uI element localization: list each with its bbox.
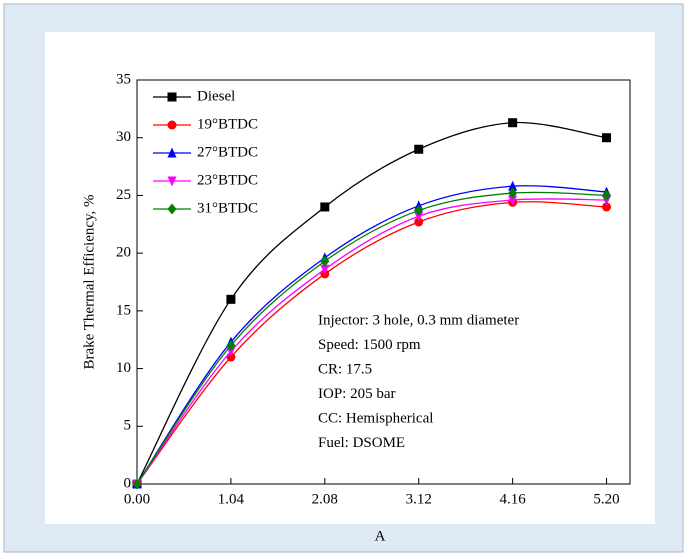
marker [226, 339, 236, 351]
marker [508, 187, 518, 199]
x-tick-label: 4.16 [499, 491, 526, 507]
annotation: IOP: 205 bar [318, 386, 396, 402]
marker [414, 204, 424, 216]
legend-label: 19°BTDC [197, 116, 258, 132]
annotation: Fuel: DSOME [318, 435, 405, 451]
x-tick-label: 2.08 [312, 491, 338, 507]
marker [602, 189, 612, 201]
legend-marker [167, 203, 177, 215]
marker [414, 217, 424, 227]
legend-label: 31°BTDC [197, 200, 258, 216]
annotation: Injector: 3 hole, 0.3 mm diameter [318, 312, 519, 328]
legend-marker [167, 120, 177, 130]
y-tick-label: 20 [116, 245, 131, 261]
y-tick-label: 25 [116, 187, 131, 203]
marker [602, 133, 612, 143]
y-tick-label: 10 [116, 360, 131, 376]
marker [320, 202, 330, 212]
legend-label: 27°BTDC [197, 144, 258, 160]
legend-marker [167, 92, 177, 102]
plot-area [136, 79, 631, 485]
y-tick-label: 30 [116, 129, 131, 145]
marker [320, 255, 330, 267]
marker [508, 195, 518, 206]
x-tick-label: 5.20 [593, 491, 619, 507]
x-tick-label: 0.00 [124, 491, 150, 507]
marker [320, 264, 330, 275]
marker [132, 478, 142, 490]
annotation: CR: 17.5 [318, 361, 372, 377]
y-tick-label: 35 [116, 71, 131, 87]
marker [602, 202, 612, 212]
x-tick-label: 1.04 [218, 491, 245, 507]
y-axis-label: Brake Thermal Efficiency, % [81, 194, 97, 369]
marker [226, 346, 236, 357]
marker [508, 180, 518, 191]
marker [508, 118, 518, 128]
marker [414, 144, 424, 154]
legend-marker [167, 176, 177, 187]
y-tick-label: 15 [116, 302, 131, 318]
marker [226, 294, 236, 304]
annotation: Speed: 1500 rpm [318, 337, 421, 353]
x-tick-label: 3.12 [406, 491, 432, 507]
legend-label: 23°BTDC [197, 172, 258, 188]
y-tick-label: 5 [124, 418, 132, 434]
marker [414, 211, 424, 222]
legend-marker [167, 147, 177, 158]
legend-label: Diesel [197, 88, 235, 104]
chart-panel [45, 32, 655, 524]
y-tick-label: 0 [124, 475, 132, 491]
x-axis-label: A [375, 528, 386, 544]
annotation: CC: Hemispherical [318, 410, 433, 426]
